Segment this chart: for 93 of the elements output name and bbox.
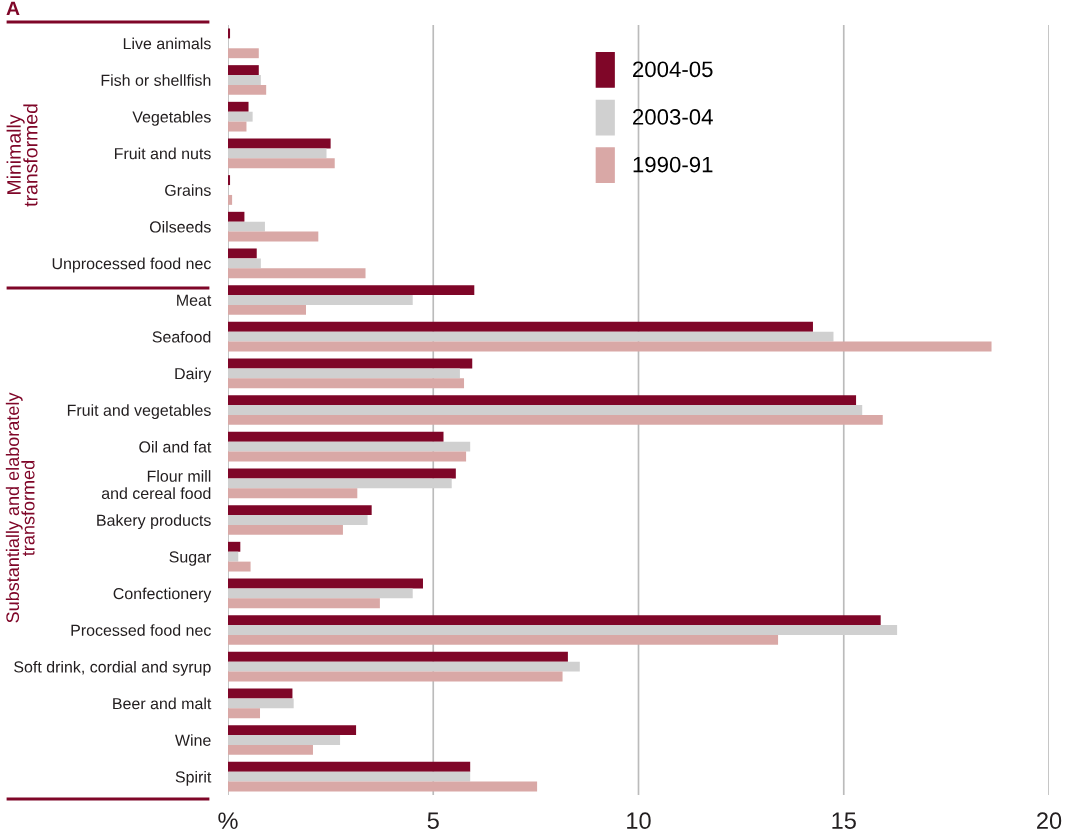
bar <box>228 194 233 205</box>
bar <box>228 744 313 755</box>
y-tick-label: Fruit and vegetables <box>67 404 211 420</box>
bar <box>228 378 465 389</box>
legend-label: 2004-05 <box>633 61 713 78</box>
x-tick-label: 5 <box>427 812 439 830</box>
bar <box>228 451 467 462</box>
y-tick-label: Wine <box>175 734 211 746</box>
bar <box>228 708 261 719</box>
bar <box>228 405 863 415</box>
bar <box>228 661 580 672</box>
y-tick-label: Sugar <box>169 551 212 566</box>
y-tick-label: Meat <box>177 294 212 306</box>
text: A <box>6 1 20 16</box>
bar <box>228 505 372 516</box>
bar <box>228 561 251 572</box>
bar <box>228 771 471 782</box>
bar <box>228 478 452 489</box>
bar <box>228 688 293 699</box>
y-tick-label: Grains <box>165 184 211 196</box>
y-tick-label: Vegetables <box>132 110 211 126</box>
x-tick-label: 20 <box>1037 812 1062 830</box>
y-tick-label: Oil and fat <box>139 440 212 453</box>
bar <box>228 321 813 332</box>
y-tick-label: Spirit <box>175 770 212 786</box>
bar <box>228 331 834 342</box>
bar <box>228 221 265 232</box>
bar <box>228 211 245 222</box>
bar <box>228 578 423 589</box>
bar <box>228 341 992 352</box>
y-tick-label: Soft drink, cordial and syrup <box>14 660 211 676</box>
bar <box>228 515 368 525</box>
bar <box>228 725 357 736</box>
y-tick-label: Confectionery <box>113 587 212 603</box>
bar <box>228 441 471 452</box>
bar <box>228 615 881 626</box>
bar <box>228 671 563 682</box>
bar <box>228 111 253 122</box>
text: Minimally transformed <box>6 104 38 207</box>
bar <box>228 781 538 792</box>
bar <box>228 634 779 645</box>
bar <box>228 295 413 305</box>
y-tick-label: Unprocessed food nec <box>52 257 211 273</box>
bar <box>228 488 358 499</box>
bar <box>228 414 883 425</box>
bar <box>228 268 366 279</box>
bar <box>228 304 306 315</box>
text: Substantially and elaborately transformed <box>5 392 35 623</box>
x-tick-label: 15 <box>832 812 856 830</box>
bar <box>228 148 327 159</box>
bar <box>228 524 343 535</box>
y-tick-label: Flour mill and cereal food <box>101 470 211 500</box>
bar <box>228 28 231 39</box>
legend-label: 1990-91 <box>633 156 713 173</box>
bar <box>228 175 231 186</box>
x-tick-label: % <box>218 812 238 829</box>
x-tick-label: 10 <box>627 812 651 830</box>
bar <box>228 101 249 112</box>
bar <box>228 598 380 609</box>
y-tick-label: Dairy <box>175 367 212 383</box>
bar <box>228 368 460 379</box>
bar <box>228 395 857 406</box>
y-tick-label: Beer and malt <box>113 697 212 710</box>
bar <box>228 431 444 442</box>
y-tick-label: Fish or shellfish <box>101 74 211 86</box>
bar <box>228 158 335 169</box>
bar <box>228 358 473 369</box>
y-tick-label: Oilseeds <box>149 220 211 233</box>
y-tick-label: Processed food nec <box>71 624 211 636</box>
bar <box>228 121 247 132</box>
bar <box>228 551 239 562</box>
bar <box>228 138 331 149</box>
bar <box>228 541 241 552</box>
legend-label: 2003-04 <box>633 109 713 125</box>
y-tick-label: Seafood <box>152 330 211 343</box>
bar <box>228 231 319 242</box>
bar <box>228 285 475 296</box>
y-tick-label: Bakery products <box>97 514 211 530</box>
bar <box>228 651 568 662</box>
bar <box>228 248 257 259</box>
bar <box>228 625 898 635</box>
y-tick-label: Live animals <box>123 37 211 50</box>
y-tick-label: Fruit and nuts <box>114 147 211 160</box>
bar <box>228 258 261 269</box>
bar <box>228 468 456 479</box>
bar <box>228 65 259 76</box>
bar <box>228 48 259 59</box>
bar <box>228 588 413 599</box>
bar <box>228 84 267 95</box>
bar <box>228 698 294 709</box>
bar <box>228 735 341 745</box>
bar <box>228 75 261 85</box>
bar <box>228 761 471 772</box>
